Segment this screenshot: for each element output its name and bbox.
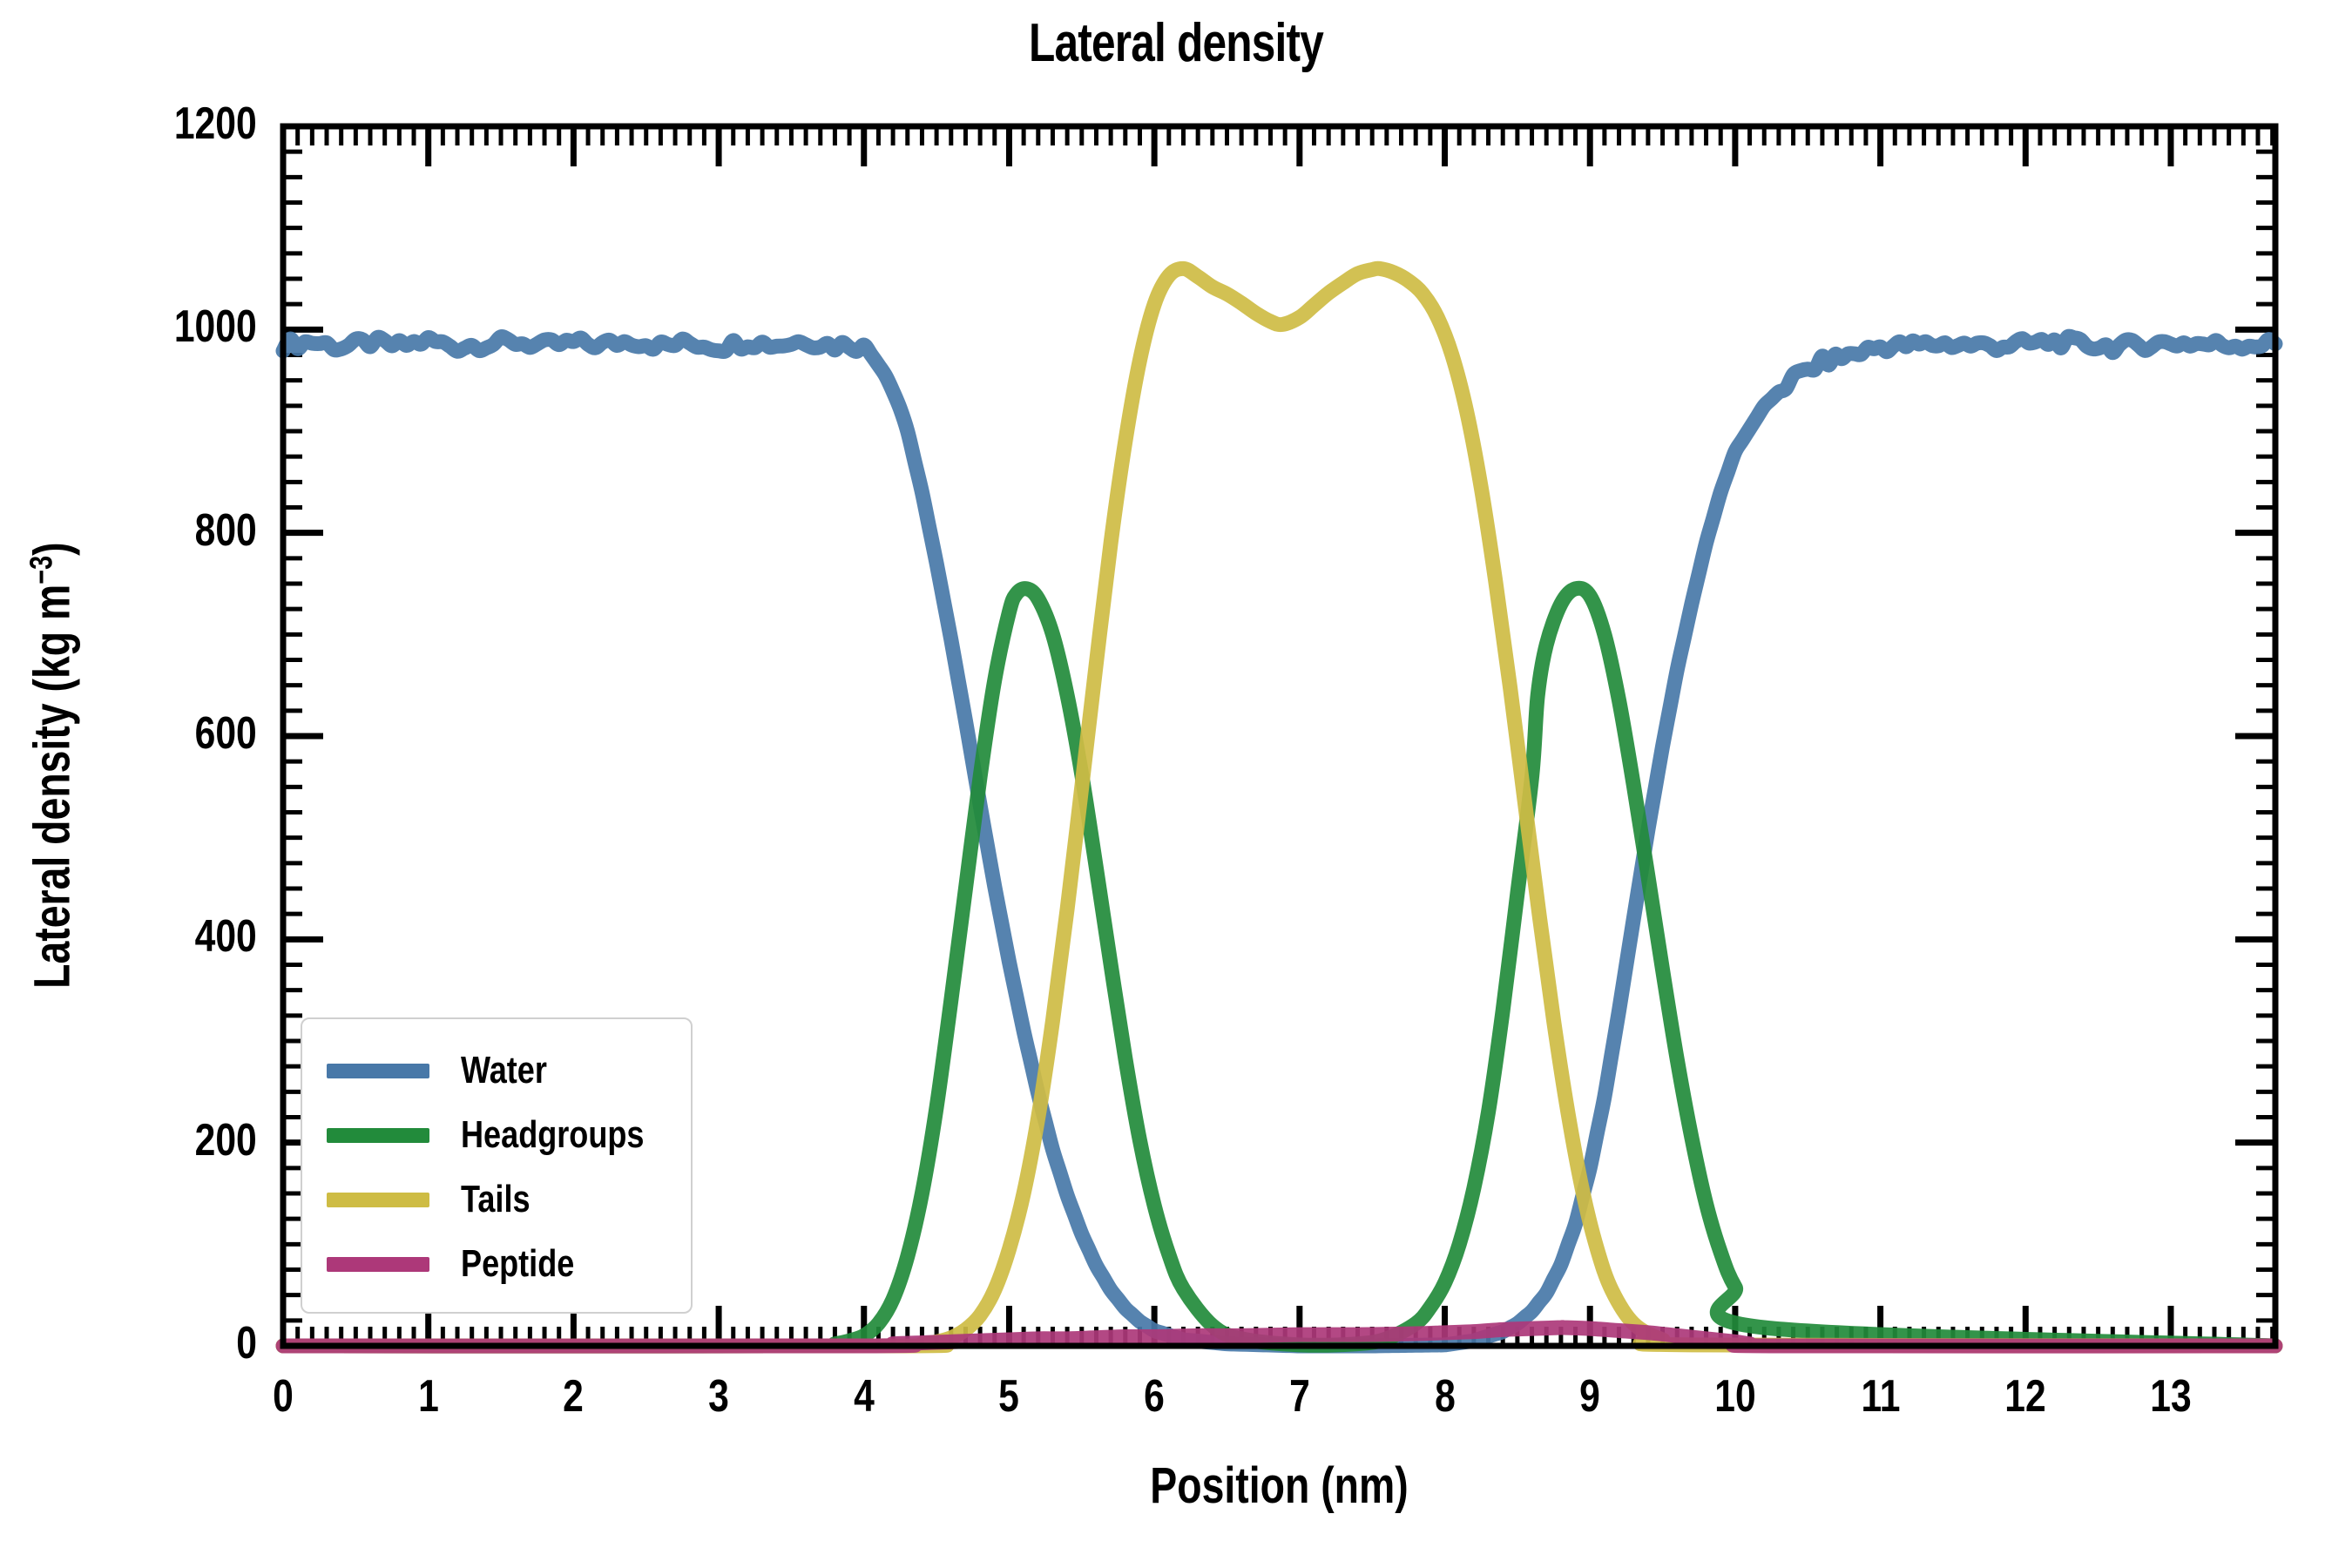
y-tick-label: 600 <box>194 708 257 759</box>
series-line-peptide <box>275 1320 2283 1354</box>
legend-item-peptide[interactable]: Peptide <box>302 1232 691 1296</box>
legend-swatch-headgroups <box>327 1127 429 1143</box>
legend-item-water[interactable]: Water <box>302 1038 691 1103</box>
x-tick-label: 13 <box>2150 1371 2192 1422</box>
series-line-tails <box>275 260 2283 1354</box>
x-tick-label: 0 <box>273 1371 294 1422</box>
legend-label-headgroups: Headgroups <box>461 1113 645 1156</box>
x-tick-label: 1 <box>417 1371 439 1422</box>
y-tick-label: 1200 <box>174 98 257 149</box>
legend-swatch-tails <box>327 1192 429 1207</box>
x-tick-label: 12 <box>2004 1371 2046 1422</box>
x-tick-label: 10 <box>1714 1371 1756 1422</box>
plot-frame <box>280 123 2279 1349</box>
x-tick-label: 3 <box>708 1371 729 1422</box>
x-tick-label: 2 <box>563 1371 585 1422</box>
legend-swatch-water <box>327 1063 429 1078</box>
legend-box: Water Headgroups Tails Peptide <box>301 1017 693 1314</box>
x-tick-label: 9 <box>1579 1371 1601 1422</box>
x-tick-label: 5 <box>998 1371 1020 1422</box>
y-tick-label: 0 <box>236 1318 257 1369</box>
legend-item-headgroups[interactable]: Headgroups <box>302 1103 691 1167</box>
legend-swatch-peptide <box>327 1256 429 1272</box>
x-tick-label: 4 <box>853 1371 875 1422</box>
y-tick-label: 1000 <box>174 301 257 353</box>
legend-item-tails[interactable]: Tails <box>302 1167 691 1232</box>
y-tick-label: 800 <box>194 504 257 556</box>
x-tick-label: 8 <box>1434 1371 1456 1422</box>
legend-label-peptide: Peptide <box>461 1242 575 1285</box>
legend-label-tails: Tails <box>461 1178 531 1220</box>
y-tick-label: 200 <box>194 1114 257 1166</box>
chart-title: Lateral density <box>1028 13 1324 73</box>
x-tick-label: 7 <box>1288 1371 1310 1422</box>
x-tick-label: 6 <box>1144 1371 1165 1422</box>
y-tick-label: 400 <box>194 911 257 963</box>
legend-label-water: Water <box>461 1049 547 1092</box>
x-tick-label: 11 <box>1861 1371 1901 1422</box>
x-axis-label: Position (nm) <box>1150 1457 1409 1514</box>
